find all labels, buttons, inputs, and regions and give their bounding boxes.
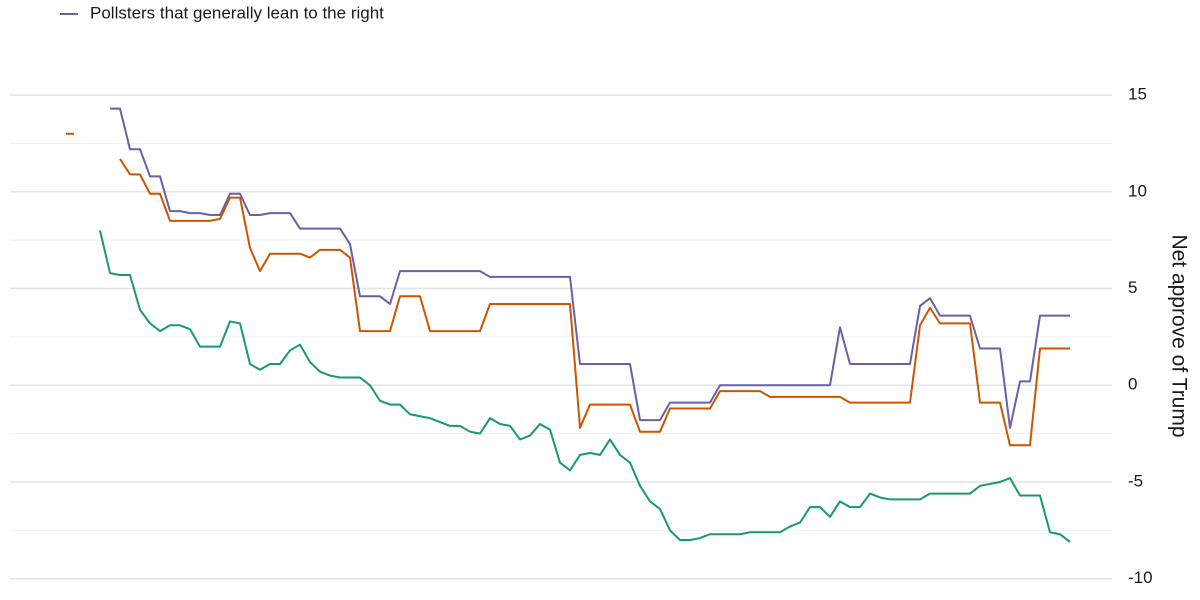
series-line: [66, 132, 1070, 447]
legend: Pollsters that generally lean to the rig…: [60, 3, 384, 22]
y-tick-label: 10: [1128, 181, 1147, 200]
y-tick-label: 0: [1128, 375, 1137, 394]
series-line: [99, 230, 1071, 543]
legend-label: Pollsters that generally lean to the rig…: [90, 3, 384, 22]
grid: [10, 94, 1112, 580]
y-axis: -10 -5 0 5 10 15: [1128, 85, 1153, 588]
series-line: [110, 107, 1070, 429]
y-tick-label: 15: [1128, 85, 1147, 104]
lines: [66, 107, 1071, 543]
y-tick-label: -10: [1128, 568, 1153, 587]
y-axis-label: Net approve of Trump: [1167, 234, 1190, 437]
y-tick-label: -5: [1128, 471, 1143, 490]
y-tick-label: 5: [1128, 278, 1137, 297]
